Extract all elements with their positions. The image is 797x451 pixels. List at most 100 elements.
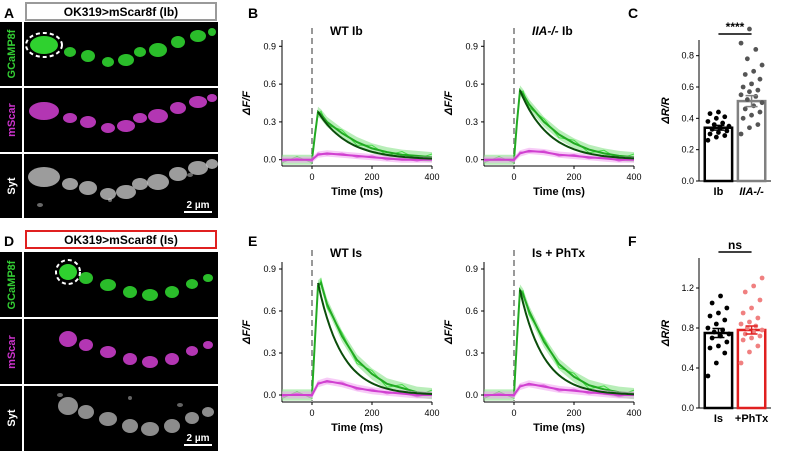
channel-label-mscar: mScar (6, 102, 18, 136)
data-point (738, 40, 744, 46)
bouton-blob (100, 346, 116, 358)
data-point (742, 289, 748, 295)
panel-label-e: E (248, 233, 257, 249)
panel-label-a: A (4, 5, 14, 21)
x-tick-label: 0 (511, 172, 516, 182)
bouton-blob (202, 407, 214, 417)
bouton-blob (63, 113, 77, 123)
y-tick-label: 0.3 (465, 117, 478, 127)
data-point (716, 109, 721, 115)
data-point (757, 76, 763, 82)
x-axis-label: Time (ms) (331, 422, 383, 434)
channel-label-gcamp: GCaMP8f (6, 260, 18, 309)
bouton-blob (58, 397, 78, 415)
bouton-blob (142, 356, 158, 368)
mscar-mean-line (484, 382, 634, 396)
panel-label-d: D (4, 233, 14, 249)
bouton-blob (79, 181, 97, 195)
data-point (738, 321, 744, 327)
bouton-blob (190, 30, 206, 42)
data-point (722, 350, 728, 356)
data-point (724, 339, 730, 345)
y-axis-label: ΔF/F (443, 320, 455, 345)
image-header-label: OK319>mScar8f (Ib) (64, 5, 178, 19)
bouton-blob (64, 47, 76, 57)
chart-title: Is + PhTx (532, 246, 585, 260)
x-tick-label: 0 (309, 172, 314, 182)
data-point (759, 327, 765, 333)
data-point (709, 300, 715, 306)
data-point (722, 317, 728, 323)
bouton-blob (170, 102, 186, 114)
x-tick-label: 200 (364, 408, 379, 418)
exponential-fit-line (519, 90, 635, 160)
image-header-box (25, 2, 217, 21)
channel-strip (0, 88, 22, 152)
gcamp-mean-line (282, 109, 433, 161)
gcamp-mean-line (484, 87, 635, 161)
data-point (742, 106, 748, 112)
bouton-blob (132, 178, 148, 190)
bouton-blob (116, 185, 136, 199)
data-point (755, 315, 761, 321)
channel-label-gcamp: GCaMP8f (6, 29, 18, 78)
micrograph-mscar (24, 319, 218, 384)
bouton-blob (79, 272, 93, 284)
data-point (744, 325, 750, 331)
bouton-blob (186, 279, 198, 289)
channel-label-syt: Syt (6, 409, 18, 426)
data-point (757, 109, 763, 115)
y-tick-label: 0.6 (681, 82, 694, 92)
bouton-blob (118, 54, 134, 66)
y-tick-label: 0.9 (263, 41, 276, 51)
data-point (759, 100, 765, 106)
bouton-blob (164, 419, 180, 433)
y-axis-label: ΔR/R (660, 97, 672, 124)
chart-title: WT Is (330, 246, 362, 260)
category-label: Ib (714, 186, 724, 198)
bouton-blob (99, 412, 117, 426)
y-tick-label: 0.9 (465, 41, 478, 51)
data-point (747, 349, 752, 355)
data-point (713, 134, 719, 140)
bouton-blob (79, 339, 93, 351)
bouton-blob (206, 159, 218, 169)
data-point (716, 343, 721, 349)
exponential-fit-line (519, 289, 635, 396)
bouton-blob (80, 116, 96, 128)
bar-chart-is-vs-phtx: 0.0 0.4 0.8 1.2 ΔR/R Is +PhTx ns (660, 238, 771, 425)
data-point (707, 111, 713, 117)
channel-strip (0, 22, 22, 86)
x-tick-label: 400 (626, 172, 641, 182)
data-point (751, 283, 757, 289)
micrograph-mscar (24, 88, 218, 152)
x-axis-label: Time (ms) (331, 186, 383, 198)
bouton-blob (30, 36, 58, 54)
channel-strip (0, 252, 22, 317)
y-tick-label: 0.0 (465, 155, 478, 165)
category-label: IIA-/- (739, 186, 764, 198)
data-point (759, 62, 765, 68)
data-point (726, 123, 732, 129)
imaging-panel-ib: OK319>mScar8f (Ib) GCaMP8f mScar Syt 2 µ… (0, 2, 218, 218)
data-point (753, 47, 759, 52)
channel-strip (0, 319, 22, 384)
y-tick-label: 0.3 (465, 348, 478, 358)
data-point (749, 305, 754, 311)
data-point (722, 133, 728, 138)
bouton-blob (142, 289, 158, 301)
y-tick-label: 0.4 (681, 363, 694, 373)
mscar-mean-line (282, 379, 432, 396)
bouton-blob (128, 396, 132, 400)
syt-signal (28, 159, 218, 207)
bouton-blob (147, 174, 169, 190)
bouton-blob (117, 120, 135, 132)
data-point (747, 319, 752, 325)
bouton-blob (101, 123, 115, 133)
significance-label: **** (726, 20, 745, 34)
bouton-blob (186, 346, 198, 356)
x-tick-label: 200 (566, 408, 581, 418)
y-tick-label: 0.4 (681, 113, 694, 123)
y-tick-label: 0.3 (263, 117, 276, 127)
data-point (738, 92, 744, 98)
